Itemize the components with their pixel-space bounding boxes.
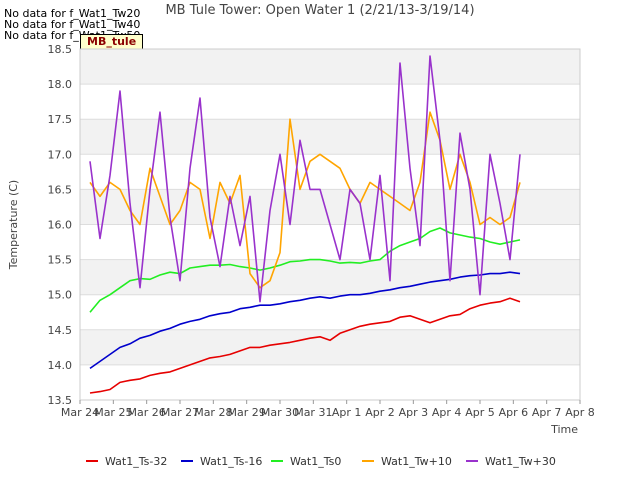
x-tick-label: Apr 8 <box>565 406 595 419</box>
legend-label: Wat1_Tw+10 <box>381 455 452 468</box>
x-tick-label: Mar 31 <box>294 406 332 419</box>
series-layer <box>89 55 521 394</box>
x-tick-label: Apr 1 <box>332 406 362 419</box>
site-label: MB_tule <box>80 34 144 50</box>
plot-band <box>80 259 580 295</box>
plot-band <box>80 189 580 225</box>
legend-item: Wat1_Ts-32 <box>86 455 167 468</box>
y-tick-label: 16.0 <box>48 219 73 232</box>
legend: Wat1_Ts-32 Wat1_Ts-16 Wat1_Ts0 Wat1_Tw+10 Wa… <box>86 455 556 468</box>
series-line-Wat1_Ts-32 <box>89 297 521 394</box>
series-line-Wat1_Tw+30 <box>89 55 521 303</box>
plot-bands <box>80 49 580 365</box>
x-tick-label: Apr 2 <box>365 406 395 419</box>
y-tick-label: 15.5 <box>48 254 73 267</box>
x-tick-label: Apr 3 <box>399 406 429 419</box>
y-tick-label: 18.0 <box>48 78 73 91</box>
y-tick-label: 14.5 <box>48 324 73 337</box>
x-tick-label: Mar 27 <box>161 406 199 419</box>
y-ticks: 13.5 14.0 14.5 15.0 15.5 16.0 16.5 17.0 17.5 18.0… <box>48 43 73 407</box>
y-tick-label: 17.5 <box>48 113 73 126</box>
y-tick-label: 17.0 <box>48 148 73 161</box>
plot-band <box>80 329 580 365</box>
legend-item: Wat1_Ts-16 <box>181 455 262 468</box>
series-line-Wat1_Tw+10 <box>89 111 521 289</box>
legend-label: Wat1_Tw+30 <box>485 455 556 468</box>
legend-label: Wat1_Ts0 <box>290 455 341 468</box>
x-tick-label: Mar 28 <box>194 406 232 419</box>
x-tick-label: Mar 29 <box>228 406 266 419</box>
plot-frame <box>79 48 581 401</box>
legend-item: Wat1_Tw+10 <box>362 455 452 468</box>
legend-item: Wat1_Tw+30 <box>466 455 556 468</box>
x-tick-label: Apr 7 <box>532 406 562 419</box>
y-tick-label: 13.5 <box>48 394 73 407</box>
y-tick-label: 15.0 <box>48 289 73 302</box>
y-tick-label: 18.5 <box>48 43 73 56</box>
series-line-Wat1_Ts0 <box>89 227 521 313</box>
plot-band <box>80 49 580 85</box>
legend-item: Wat1_Ts0 <box>271 455 341 468</box>
legend-label: Wat1_Ts-32 <box>105 455 167 468</box>
legend-label: Wat1_Ts-16 <box>200 455 262 468</box>
y-tick-label: 14.0 <box>48 359 73 372</box>
no-data-message-1: No data for f_Wat1_Tw20 <box>4 7 141 20</box>
x-tick-label: Apr 6 <box>499 406 529 419</box>
x-tick-label: Mar 26 <box>128 406 166 419</box>
x-tick-label: Mar 24 <box>61 406 99 419</box>
chart-title: MB Tule Tower: Open Water 1 (2/21/13-3/1… <box>165 3 475 18</box>
x-tick-label: Apr 4 <box>432 406 462 419</box>
y-axis-label: Temperature (C) <box>7 180 20 270</box>
x-tick-label: Mar 30 <box>261 406 299 419</box>
y-tick-label: 16.5 <box>48 183 73 196</box>
x-tick-label: Apr 5 <box>465 406 495 419</box>
x-axis-label: Time <box>550 423 578 436</box>
no-data-message-2: No data for f_Wat1_Tw40 <box>4 18 141 31</box>
series-line-Wat1_Ts-16 <box>89 271 521 370</box>
x-tick-label: Mar 25 <box>94 406 132 419</box>
